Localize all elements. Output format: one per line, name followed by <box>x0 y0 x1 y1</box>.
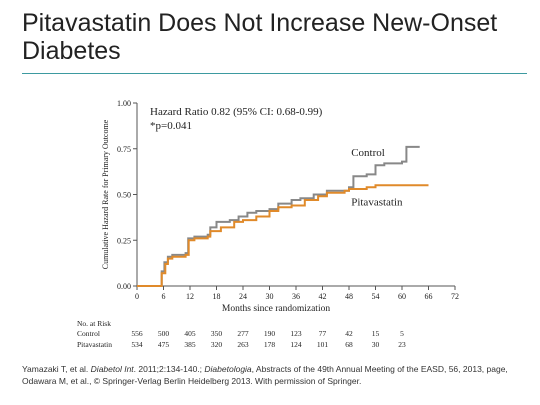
series-label-control: Control <box>351 147 385 159</box>
kaplan-meier-chart: 0.00 0.25 0.50 0.75 1.00 0 6 12 18 24 30 36 42 48 54 60… <box>75 90 470 355</box>
title-divider <box>22 73 527 74</box>
x-tick-label: 66 <box>425 292 433 301</box>
y-tick-label: 0.25 <box>117 236 131 245</box>
risk-cell-pitavastatin: 263 <box>237 340 249 349</box>
risk-cell-control: 42 <box>345 329 353 338</box>
risk-cell-pitavastatin: 320 <box>211 340 223 349</box>
x-tick-label: 60 <box>398 292 406 301</box>
label-layer: 0.00 0.25 0.50 0.75 1.00 0 6 12 18 24 30 36 42 48 54 60… <box>77 99 459 349</box>
citation: Yamazaki T, et al. Diabetol Int. 2011;2:… <box>22 363 522 387</box>
risk-cell-control: 556 <box>131 329 143 338</box>
risk-row-label-control: Control <box>77 329 100 338</box>
x-axis-label: Months since randomization <box>222 304 330 314</box>
risk-cell-pitavastatin: 124 <box>290 340 302 349</box>
series-label-pitavastatin: Pitavastatin <box>351 196 403 208</box>
series-line-pitavastatin <box>137 184 429 287</box>
y-tick-label: 1.00 <box>117 99 131 108</box>
risk-cell-control: 15 <box>372 329 380 338</box>
risk-table-title: No. at Risk <box>77 319 111 328</box>
x-tick-label: 48 <box>345 292 353 301</box>
y-tick-label: 0.75 <box>117 145 131 154</box>
x-tick-label: 54 <box>372 292 380 301</box>
risk-cell-pitavastatin: 30 <box>372 340 380 349</box>
risk-cell-pitavastatin: 385 <box>184 340 196 349</box>
series-line-control <box>137 145 420 287</box>
y-tick-label: 0.50 <box>117 191 131 200</box>
risk-cell-pitavastatin: 101 <box>317 340 329 349</box>
risk-cell-control: 77 <box>319 329 327 338</box>
risk-cell-pitavastatin: 178 <box>264 340 276 349</box>
x-tick-label: 72 <box>451 292 459 301</box>
x-tick-label: 6 <box>162 292 166 301</box>
x-tick-label: 12 <box>186 292 194 301</box>
x-tick-label: 0 <box>135 292 139 301</box>
risk-cell-control: 350 <box>211 329 223 338</box>
risk-cell-pitavastatin: 475 <box>158 340 170 349</box>
y-axis-label: Cumulative Hazard Rate for Primary Outco… <box>101 119 110 269</box>
x-tick-label: 42 <box>319 292 327 301</box>
risk-cell-control: 190 <box>264 329 276 338</box>
citation-part-3: , Abstracts of the 49th Annual Meeting o… <box>22 364 508 386</box>
axes-layer <box>133 102 456 290</box>
citation-part-1: Yamazaki T, et al. <box>22 364 91 374</box>
risk-cell-pitavastatin: 23 <box>398 340 406 349</box>
risk-cell-control: 405 <box>184 329 196 338</box>
x-tick-label: 36 <box>292 292 300 301</box>
annotation-0: Hazard Ratio 0.82 (95% CI: 0.68-0.99) <box>150 106 323 118</box>
citation-journal-1: Diabetol Int <box>90 364 134 374</box>
x-tick-label: 30 <box>266 292 274 301</box>
risk-cell-control: 277 <box>237 329 249 338</box>
risk-cell-pitavastatin: 68 <box>345 340 353 349</box>
slide-title: Pitavastatin Does Not Increase New-Onset… <box>22 9 498 65</box>
risk-cell-pitavastatin: 534 <box>131 340 143 349</box>
y-tick-label: 0.00 <box>117 282 131 291</box>
citation-part-2: . 2011;2:134-140.; <box>133 364 205 374</box>
x-tick-label: 24 <box>239 292 247 301</box>
risk-cell-control: 123 <box>290 329 302 338</box>
risk-row-label-pitavastatin: Pitavastatin <box>77 340 112 349</box>
risk-cell-control: 5 <box>400 329 404 338</box>
series-layer <box>137 145 429 287</box>
risk-cell-control: 500 <box>158 329 170 338</box>
citation-journal-2: Diabetologia <box>204 364 252 374</box>
x-tick-label: 18 <box>213 292 221 301</box>
chart-canvas: 0.00 0.25 0.50 0.75 1.00 0 6 12 18 24 30 36 42 48 54 60… <box>77 99 459 349</box>
annotation-1: *p=0.041 <box>150 120 192 132</box>
